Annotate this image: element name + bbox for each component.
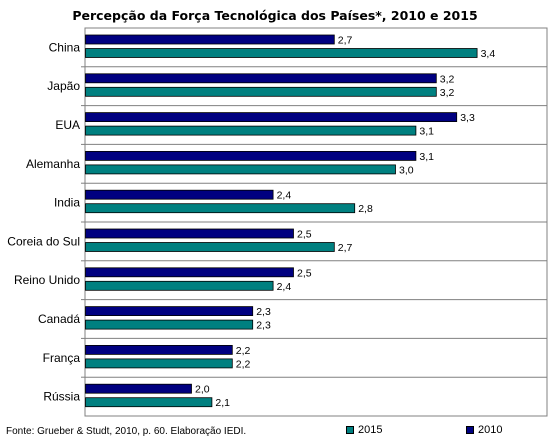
legend-swatch-2015 (346, 426, 354, 434)
bar-2010 (85, 112, 458, 122)
bar-2015 (85, 280, 274, 291)
bar-2010 (85, 267, 294, 278)
category-label: EUA (55, 118, 80, 132)
bar-2010 (85, 189, 274, 200)
data-label-2010: 2,3 (256, 306, 271, 318)
bar-2015 (85, 397, 213, 408)
category-label: China (49, 40, 81, 54)
bar-2010 (85, 228, 294, 239)
category-label: Reino Unido (14, 273, 80, 287)
chart-title: Percepção da Força Tecnológica dos Paíse… (72, 8, 478, 23)
legend-item-2010: 2010 (466, 424, 502, 436)
category-label: Canadá (38, 312, 80, 326)
data-label-2010: 2,2 (236, 345, 251, 357)
data-label-2010: 2,4 (277, 190, 292, 202)
category-label: India (54, 196, 80, 210)
bar-2015 (85, 86, 437, 97)
category-label: Japão (47, 79, 80, 93)
data-label-2015: 3,1 (419, 126, 434, 138)
source-note: Fonte: Grueber & Studt, 2010, p. 60. Ela… (6, 426, 247, 437)
data-label-2015: 2,1 (215, 397, 230, 409)
bar-2015 (85, 242, 335, 252)
bar-2015 (85, 125, 417, 136)
data-label-2015: 3,2 (440, 87, 455, 99)
data-label-2010: 2,5 (297, 229, 312, 241)
category-label: Coreia do Sul (7, 234, 80, 248)
bar-2015 (85, 164, 396, 175)
legend-swatch-2010 (466, 426, 474, 434)
legend-label-2010: 2010 (478, 424, 503, 436)
data-label-2010: 3,3 (460, 112, 475, 124)
bar-2010 (85, 306, 254, 317)
data-label-2015: 2,2 (236, 358, 251, 370)
bar-2010 (85, 34, 335, 45)
data-label-2015: 3,4 (481, 48, 496, 60)
data-label-2015: 2,4 (277, 281, 292, 293)
data-label-2015: 2,3 (256, 320, 271, 332)
data-label-2010: 2,0 (195, 384, 210, 396)
data-label-2015: 2,8 (358, 203, 373, 215)
data-label-2010: 3,2 (440, 73, 455, 85)
legend-label-2015: 2015 (358, 424, 383, 436)
bar-2015 (85, 319, 254, 330)
data-label-2015: 2,7 (338, 242, 353, 254)
data-label-2015: 3,0 (399, 164, 414, 176)
legend-item-2015: 2015 (346, 424, 382, 436)
bar-2010 (85, 344, 233, 355)
category-label: França (43, 351, 81, 365)
data-label-2010: 2,5 (297, 267, 312, 279)
category-label: Alemanha (26, 157, 80, 171)
bar-2015 (85, 203, 356, 214)
data-label-2010: 2,7 (338, 35, 353, 47)
bar-2010 (85, 150, 417, 161)
bar-2015 (85, 48, 478, 58)
category-label: Rússia (43, 390, 80, 404)
bar-2010 (85, 73, 437, 84)
bar-2010 (85, 383, 192, 394)
data-label-2010: 3,1 (419, 151, 434, 163)
bar-2015 (85, 358, 233, 369)
